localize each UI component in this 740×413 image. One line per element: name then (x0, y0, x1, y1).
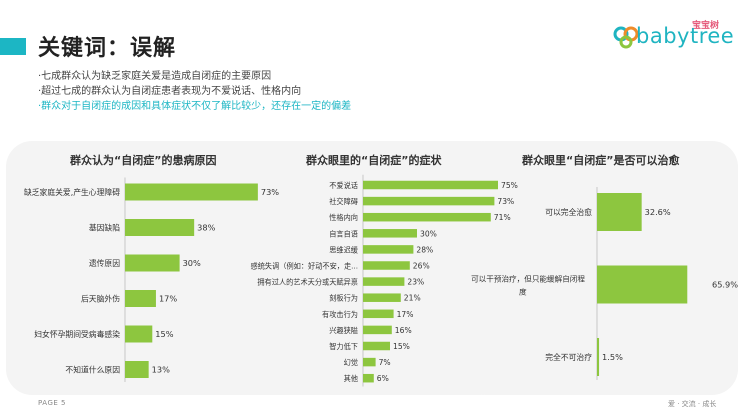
chart-1-value-label-5: 15% (155, 329, 173, 339)
chart-title-causes: 群众认为“自闭症”的患病原因 (70, 154, 217, 167)
chart-2-bar-2 (363, 196, 495, 206)
chart-2-value-label-3: 71% (494, 213, 511, 222)
chart-2-category-label-12: 幻觉 (344, 358, 358, 367)
chart-1-value-label-1: 73% (261, 187, 279, 197)
chart-1-bar-5 (125, 325, 153, 343)
chart-1-bar-6 (125, 361, 149, 378)
chart-1-category-label-6: 不知道什么原因 (65, 365, 120, 375)
chart-2-category-label-3: 性格内向 (329, 213, 358, 222)
bullet-3: ·群众对于自闭症的成因和具体症状不仅了解比较少，还存在一定的偏差 (38, 101, 352, 112)
chart-3-category-label-3: 完全不可治疗 (545, 352, 592, 362)
chart-2-bar-8 (363, 293, 401, 302)
babytree-logo (612, 22, 730, 50)
chart-1-value-label-2: 38% (197, 223, 215, 233)
chart-2-bar-11 (363, 341, 390, 351)
bullet-1: ·七成群众认为缺乏家庭关爱是造成自闭症的主要原因 (38, 71, 272, 82)
chart-2-category-label-11: 智力低下 (329, 342, 358, 351)
chart-1-category-label-2: 基因缺陷 (89, 223, 120, 233)
chart-title-symptoms: 群众眼里的“自闭症”的症状 (306, 154, 442, 167)
chart-3-value-label-3: 1.5% (602, 352, 623, 362)
chart-1-category-label-5: 妇女怀孕期间受病毒感染 (34, 329, 120, 339)
chart-2-bar-6 (363, 261, 410, 270)
chart-1-value-label-6: 13% (152, 365, 170, 375)
chart-2-bar-5 (363, 245, 414, 254)
chart-2-category-label-5: 思维迟缓 (329, 245, 358, 254)
chart-3-bar-2 (597, 265, 688, 304)
chart-1-bar-3 (125, 254, 180, 272)
chart-2-value-label-10: 16% (395, 326, 412, 335)
bullet-2: ·超过七成的群众认为自闭症患者表现为不爱说话、性格内向 (38, 86, 302, 97)
chart-2-category-label-7: 拥有过人的艺术天分或天赋异禀 (257, 278, 358, 287)
page-number: PAGE 5 (38, 399, 66, 407)
chart-3-category-label-1: 可以完全治愈 (545, 207, 592, 217)
chart-1-value-label-3: 30% (183, 258, 201, 268)
chart-1-bar-2 (125, 219, 195, 236)
chart-3-category-label-2: 可以干预治疗，但只能缓解自闭程度 (471, 274, 585, 297)
chart-3-bar-1 (597, 193, 642, 231)
logo-wordmark: babytree (636, 24, 735, 48)
chart-2-category-label-2: 社交障碍 (329, 197, 358, 206)
chart-2-category-label-10: 兴趣狭隘 (329, 326, 358, 335)
chart-1-category-label-4: 后天脑外伤 (81, 294, 120, 304)
chart-2-value-label-9: 17% (397, 310, 414, 319)
chart-1-bar-1 (125, 183, 258, 201)
chart-2-value-label-6: 26% (413, 262, 430, 271)
chart-2-bar-1 (363, 180, 498, 190)
chart-2-value-label-12: 7% (379, 358, 391, 367)
chart-1-value-label-4: 17% (159, 294, 177, 304)
chart-2-value-label-1: 75% (501, 181, 518, 190)
chart-2-category-label-9: 有攻击行为 (322, 310, 358, 319)
summary-bullets: ·七成群众认为缺乏家庭关爱是造成自闭症的主要原因 ·超过七成的群众认为自闭症患者… (38, 69, 351, 114)
chart-2-bar-4 (363, 229, 417, 238)
logo-mark-icon (613, 26, 639, 49)
chart-2-bar-9 (363, 309, 394, 319)
page-title: 关键词：误解 (38, 36, 177, 61)
chart-title-curability: 群众眼里“自闭症”是否可以治愈 (522, 154, 680, 167)
logo-subtitle: 宝宝树 (692, 21, 720, 31)
chart-2-value-label-5: 28% (416, 245, 433, 254)
chart-2-bar-12 (363, 357, 376, 367)
chart-2-category-label-8: 刻板行为 (329, 294, 358, 303)
chart-3-value-label-2: 65.9% (712, 280, 738, 290)
chart-2-bar-3 (363, 212, 491, 222)
chart-2-category-label-13: 其他 (344, 374, 358, 383)
chart-1-category-label-3: 遗传原因 (89, 258, 120, 268)
chart-2-value-label-13: 6% (377, 374, 389, 383)
chart-2-value-label-2: 73% (497, 197, 514, 206)
chart-1-bar-4 (125, 290, 156, 307)
footer-slogan: 爱 · 交流 · 成长 (668, 400, 717, 408)
chart-3-bar-3 (597, 338, 600, 376)
chart-2-bar-13 (363, 373, 374, 383)
chart-2-value-label-7: 23% (407, 278, 424, 287)
chart-2-value-label-8: 21% (404, 294, 421, 303)
chart-2-value-label-11: 15% (393, 342, 410, 351)
chart-2-category-label-4: 自言自语 (329, 229, 358, 238)
chart-3-value-label-1: 32.6% (645, 207, 671, 217)
chart-2-bar-7 (363, 277, 405, 286)
chart-2-category-label-6: 感统失调（例如：好动不安，走... (251, 262, 358, 271)
chart-2-category-label-1: 不爱说话 (329, 181, 358, 190)
title-accent-bar (0, 38, 26, 55)
chart-1-category-label-1: 缺乏家庭关爱,产生心理障碍 (24, 187, 120, 197)
chart-2-value-label-4: 30% (420, 229, 437, 238)
chart-2-bar-10 (363, 325, 392, 335)
